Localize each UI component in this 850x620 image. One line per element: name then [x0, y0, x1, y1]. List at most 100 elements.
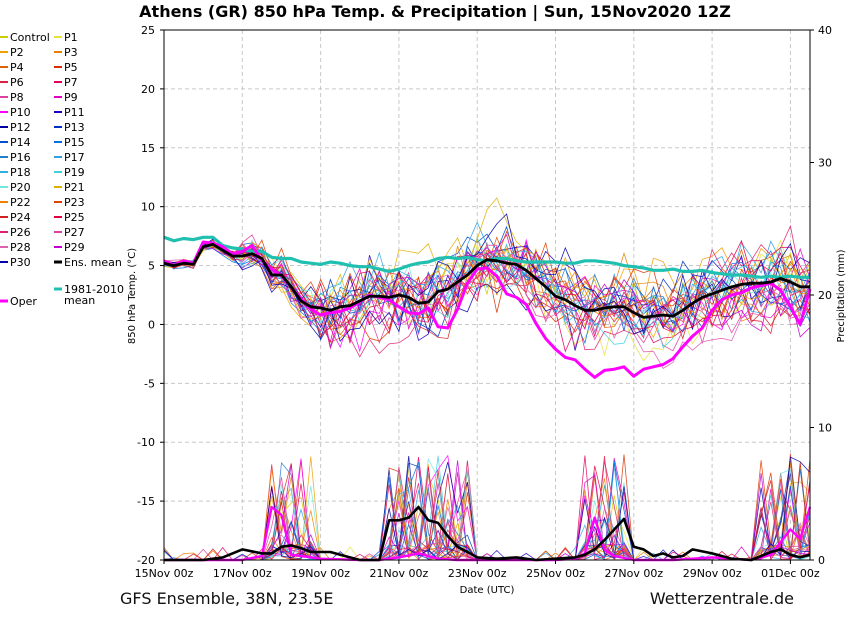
ens-mean-temp-line [163, 242, 810, 319]
y-tick-label: -20 [137, 554, 155, 567]
member-precip-line [164, 457, 811, 561]
member-precip-line [163, 481, 811, 561]
member-precip-line [163, 456, 811, 561]
member-temp-line [163, 243, 811, 350]
x-tick-label: 15Nov 00z [135, 567, 194, 580]
legend-label: P24 [10, 211, 31, 224]
legend-label: P23 [64, 196, 85, 209]
legend-label: P2 [10, 46, 24, 59]
legend-label: P18 [10, 166, 31, 179]
legend-label: P4 [10, 61, 24, 74]
x-tick-label: 25Nov 00z [526, 567, 585, 580]
legend-label: P30 [10, 256, 31, 269]
legend-label: P14 [10, 136, 31, 149]
member-precip-line [164, 470, 811, 561]
legend-label: 1981-2010 [64, 283, 124, 296]
member-temp-line [163, 224, 811, 358]
member-precip-line [164, 462, 811, 561]
legend-label: P3 [64, 46, 78, 59]
legend-label: P15 [64, 136, 85, 149]
x-tick-label: 27Nov 00z [604, 567, 663, 580]
legend-label: P1 [64, 31, 78, 44]
member-precip-line [163, 456, 811, 561]
highlighted-series [163, 235, 812, 562]
y2-tick-label: 0 [818, 554, 825, 567]
member-precip-line [164, 455, 811, 561]
y-tick-label: 25 [141, 24, 155, 37]
member-temp-line [163, 213, 811, 343]
y2-tick-label: 30 [818, 157, 832, 170]
y-tick-label: 15 [141, 142, 155, 155]
legend-label: P16 [10, 151, 31, 164]
member-precip-line [164, 460, 811, 561]
y-tick-label: -10 [137, 436, 155, 449]
legend-label: P10 [10, 106, 31, 119]
source-credit: Wetterzentrale.de [649, 589, 794, 608]
member-temp-line [163, 242, 811, 369]
legend-label: P28 [10, 241, 31, 254]
x-tick-label: 19Nov 00z [291, 567, 350, 580]
legend-label: P17 [64, 151, 85, 164]
y-tick-label: -15 [137, 495, 155, 508]
legend-label: P12 [10, 121, 31, 134]
chart-title: Athens (GR) 850 hPa Temp. & Precipitatio… [139, 2, 731, 22]
member-precip-line [164, 458, 811, 561]
y-tick-label: 20 [141, 83, 155, 96]
model-info: GFS Ensemble, 38N, 23.5E [120, 589, 334, 608]
member-precip-line [164, 460, 811, 561]
member-temp-line [163, 246, 811, 345]
member-precip-line [164, 469, 811, 561]
x-axis-label: Date (UTC) [460, 585, 515, 596]
legend-label: P21 [64, 181, 85, 194]
member-precip-line [163, 461, 811, 561]
legend-label: Oper [10, 295, 37, 308]
y-tick-label: 0 [148, 318, 155, 331]
y-tick-label: 10 [141, 201, 155, 214]
legend-label: P27 [64, 226, 85, 239]
member-precip-line [164, 460, 811, 561]
legend-label: P19 [64, 166, 85, 179]
ens-mean-precip-line [164, 505, 811, 562]
legend-label: P29 [64, 241, 85, 254]
legend-label: P7 [64, 76, 78, 89]
x-tick-label: 17Nov 00z [213, 567, 272, 580]
member-precip-line [164, 477, 811, 561]
y-axis-label-left: 850 hPa Temp. (°C) [127, 248, 138, 344]
member-precip-line [164, 459, 811, 561]
y2-tick-label: 40 [818, 24, 832, 37]
legend-label: P11 [64, 106, 85, 119]
y-tick-label: 5 [148, 260, 155, 273]
precipitation-series [163, 454, 811, 561]
legend-label: P9 [64, 91, 78, 104]
member-temp-line [163, 239, 811, 330]
member-precip-line [164, 464, 811, 561]
member-precip-line [164, 454, 811, 561]
y-axis-label-right: Precipitation (mm) [836, 249, 847, 342]
legend-label: P25 [64, 211, 85, 224]
legend-label: Control [10, 31, 50, 44]
member-precip-line [164, 461, 811, 561]
member-precip-line [164, 455, 811, 561]
member-precip-line [164, 465, 811, 561]
x-tick-label: 23Nov 00z [448, 567, 507, 580]
legend-label: Ens. mean [64, 256, 122, 269]
member-precip-line [164, 462, 811, 561]
member-precip-line [164, 456, 811, 561]
member-precip-line [164, 462, 811, 561]
y2-tick-label: 20 [818, 289, 832, 302]
member-precip-line [164, 501, 811, 561]
member-precip-line [164, 469, 811, 561]
legend-label: P22 [10, 196, 31, 209]
x-tick-label: 21Nov 00z [370, 567, 429, 580]
member-precip-line [164, 456, 811, 561]
legend-label: P13 [64, 121, 85, 134]
member-precip-line [164, 454, 811, 561]
member-precip-line [164, 466, 811, 561]
y-tick-label: -5 [144, 377, 155, 390]
oper-temp-line [163, 240, 812, 379]
legend-label-cont: mean [64, 294, 95, 307]
member-precip-line [164, 472, 811, 561]
member-precip-line [163, 485, 811, 561]
x-tick-label: 01Dec 00z [761, 567, 820, 580]
